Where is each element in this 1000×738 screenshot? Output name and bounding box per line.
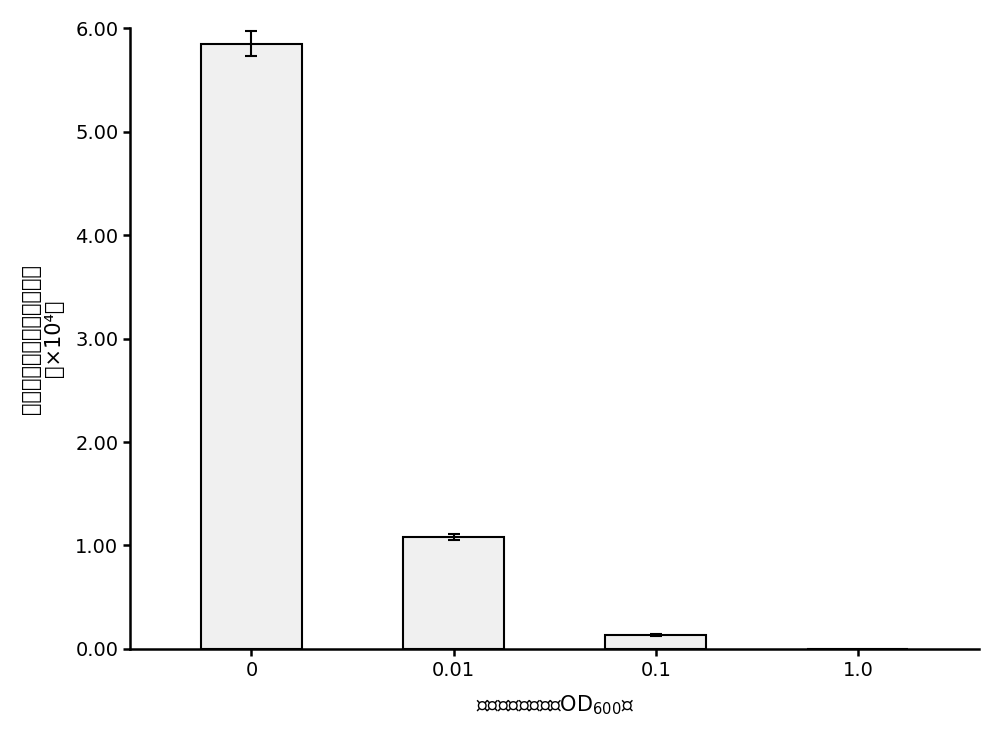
Bar — [605, 635, 706, 649]
Y-axis label: 雌激素类似物的吸收峰面积
（×10⁴）: 雌激素类似物的吸收峰面积 （×10⁴） — [21, 263, 64, 413]
X-axis label: 复合微生物菌群的OD$_{\mathregular{600}}$値: 复合微生物菌群的OD$_{\mathregular{600}}$値 — [476, 694, 634, 717]
Bar — [403, 537, 504, 649]
Bar — [201, 44, 302, 649]
